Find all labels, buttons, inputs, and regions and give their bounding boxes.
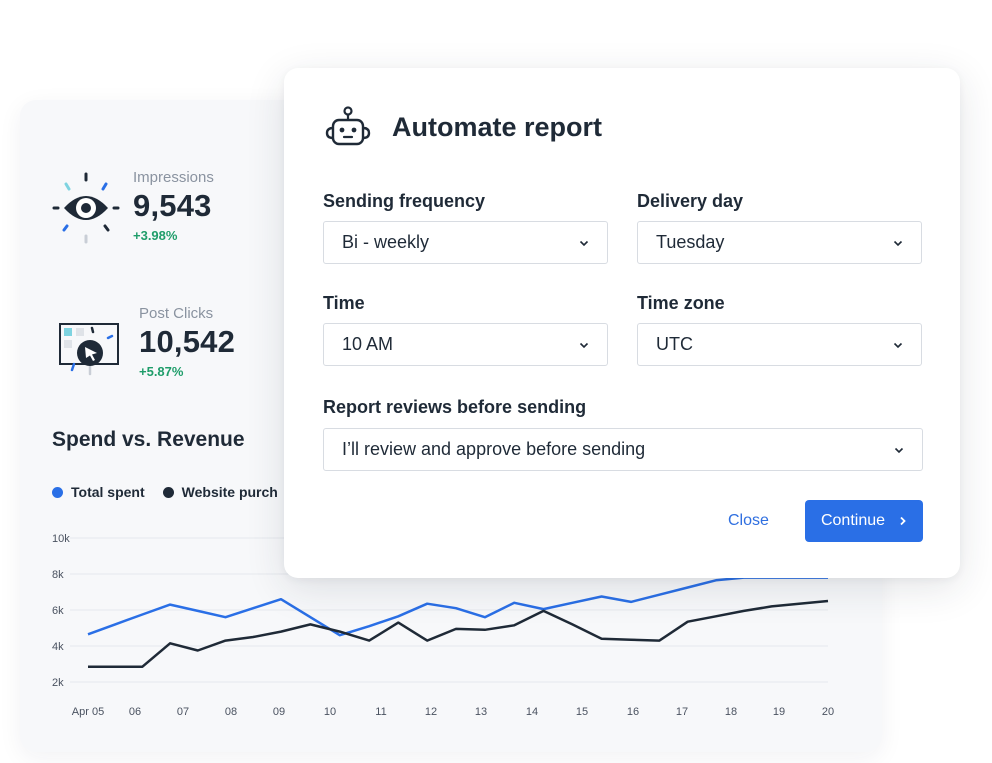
close-button[interactable]: Close bbox=[728, 512, 769, 529]
continue-label: Continue bbox=[820, 512, 886, 529]
post-clicks-metric: Post Clicks 10,542 +5.87% bbox=[139, 305, 235, 379]
legend-label: Website purch bbox=[181, 484, 278, 500]
chevron-right-icon bbox=[900, 516, 906, 526]
chevron-down-icon bbox=[579, 342, 589, 348]
chevron-down-icon bbox=[893, 342, 903, 348]
legend-item-website-purchases: Website purch bbox=[162, 484, 278, 500]
metric-label: Post Clicks bbox=[139, 305, 214, 322]
metric-delta: +5.87% bbox=[139, 364, 184, 379]
frequency-label: Sending frequency bbox=[323, 191, 486, 211]
metric-value: 9,543 bbox=[133, 188, 212, 223]
impressions-metric: Impressions 9,543 +3.98% bbox=[133, 169, 214, 243]
delivery-day-label: Delivery day bbox=[637, 191, 744, 211]
legend-dot bbox=[162, 486, 174, 498]
continue-button[interactable]: Continue bbox=[805, 500, 923, 542]
dialog-title: Automate report bbox=[392, 112, 603, 142]
review-label: Report reviews before sending bbox=[323, 397, 587, 417]
delivery-day-select[interactable]: Tuesday bbox=[637, 221, 922, 264]
chart-title: Spend vs. Revenue bbox=[52, 428, 245, 451]
metric-label: Impressions bbox=[133, 169, 214, 186]
time-zone-select[interactable]: UTC bbox=[637, 323, 922, 366]
frequency-select[interactable]: Bi - weekly bbox=[323, 221, 608, 264]
chart-legend: Total spent Website purch bbox=[52, 484, 278, 500]
select-value: 10 AM bbox=[342, 334, 394, 354]
metric-value: 10,542 bbox=[139, 324, 236, 359]
time-label: Time bbox=[323, 293, 365, 313]
time-zone-label: Time zone bbox=[637, 293, 725, 313]
eye-icon bbox=[52, 172, 120, 244]
automate-report-dialog: Automate report Sending frequency Bi - w… bbox=[284, 68, 960, 578]
select-value: I’ll review and approve before sending bbox=[342, 439, 646, 459]
legend-dot bbox=[52, 486, 63, 498]
legend-item-total-spent: Total spent bbox=[52, 484, 145, 500]
review-select[interactable]: I’ll review and approve before sending bbox=[323, 428, 923, 471]
chevron-down-icon bbox=[893, 240, 903, 246]
robot-icon bbox=[325, 106, 371, 146]
metric-delta: +3.98% bbox=[133, 228, 178, 243]
legend-label: Total spent bbox=[71, 484, 145, 500]
chevron-down-icon bbox=[894, 447, 904, 453]
cursor-click-icon bbox=[59, 323, 119, 376]
chevron-down-icon bbox=[579, 240, 589, 246]
select-value: UTC bbox=[656, 334, 693, 354]
select-value: Tuesday bbox=[656, 232, 725, 252]
time-select[interactable]: 10 AM bbox=[323, 323, 608, 366]
select-value: Bi - weekly bbox=[342, 232, 430, 252]
